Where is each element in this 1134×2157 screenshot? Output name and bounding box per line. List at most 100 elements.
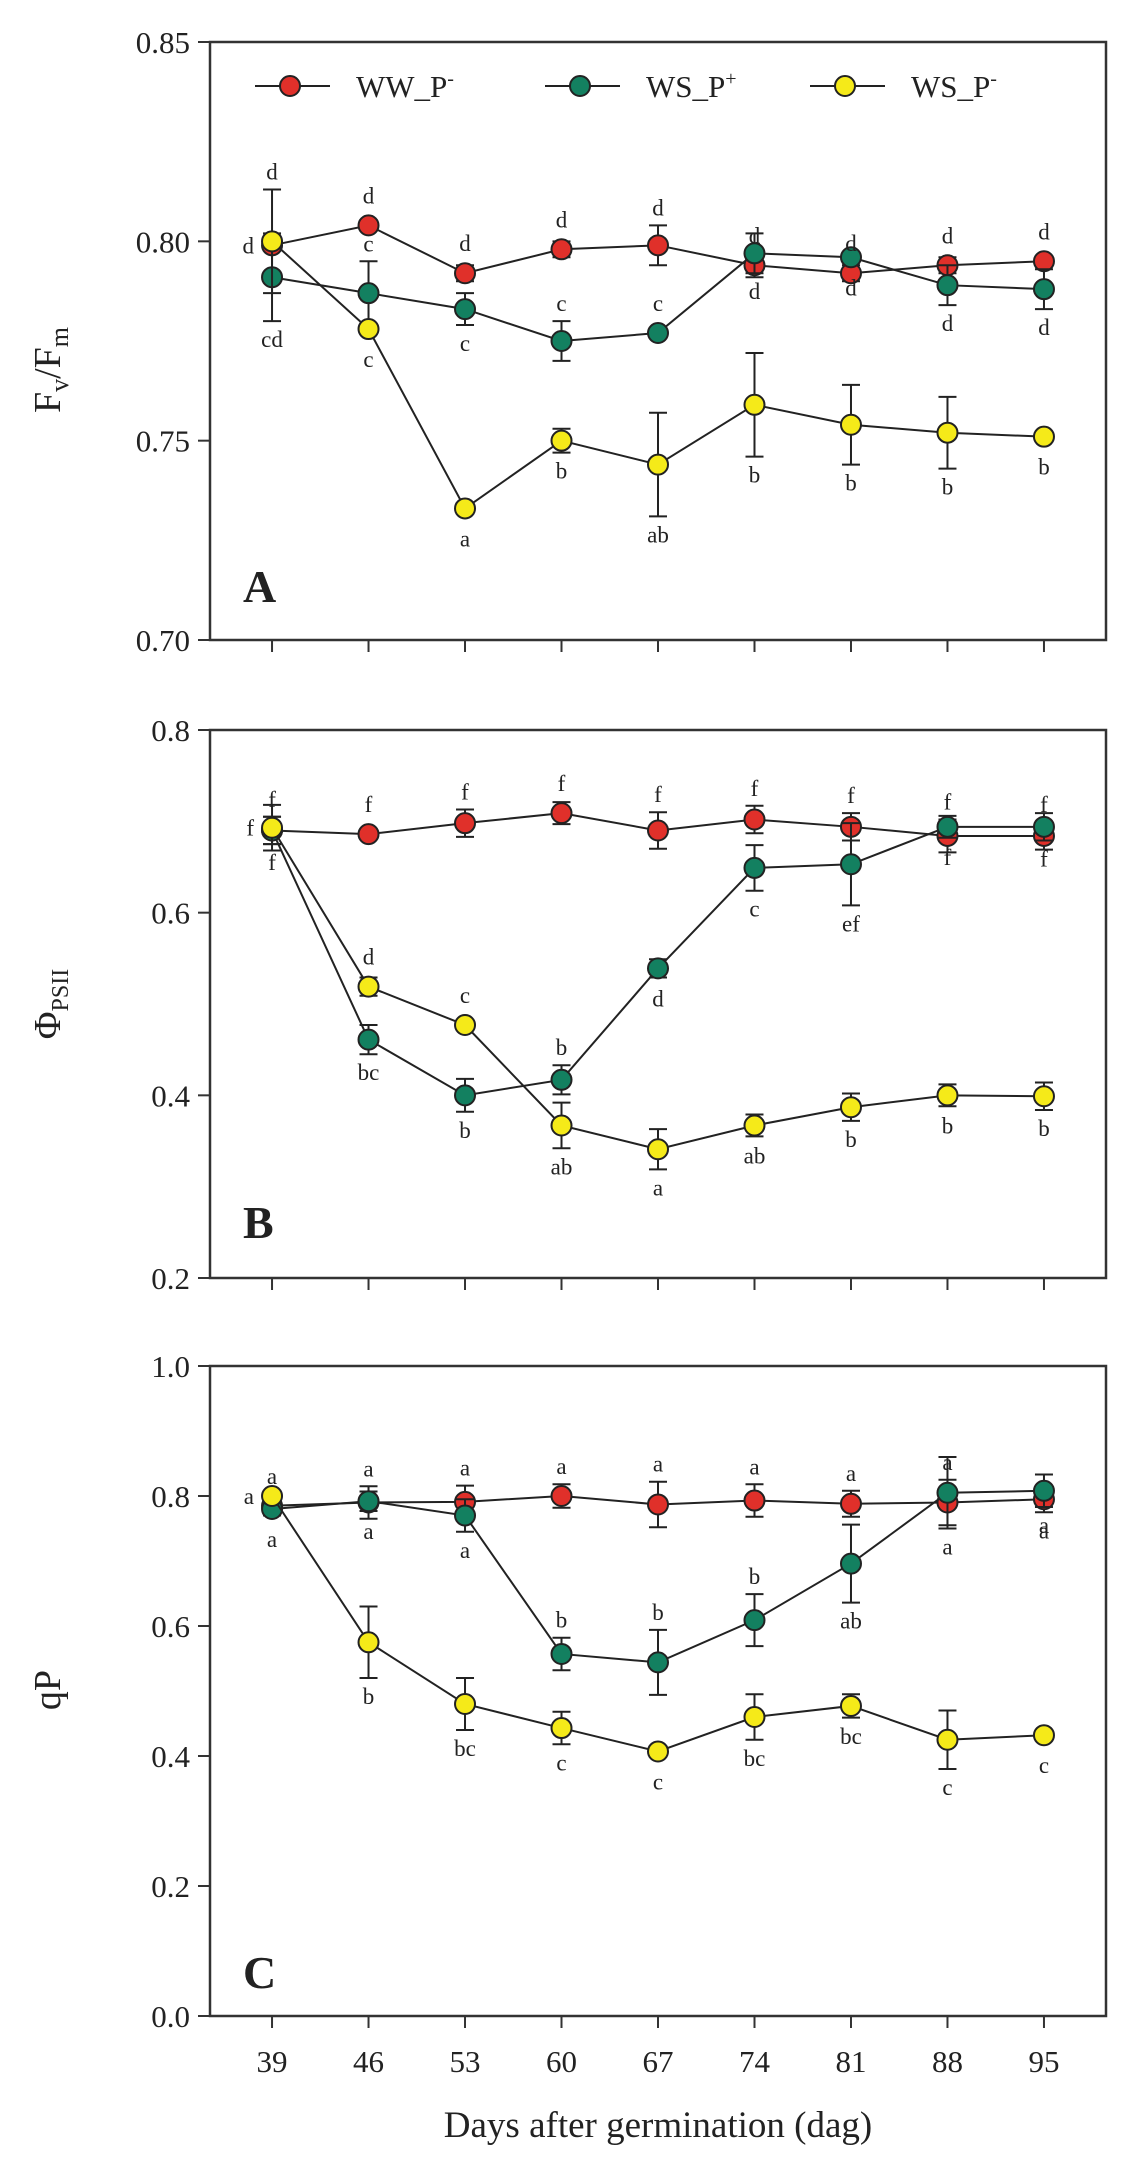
panel-a-ylabel: Fv/Fm [27, 327, 74, 413]
panel-b-point-wsp [1032, 815, 1055, 838]
panel-a-point-wsp [839, 246, 862, 269]
panel-b-point-wsp [743, 856, 766, 879]
panel-b-letter-wsm: b [845, 1127, 857, 1152]
panel-c-ytick-label: 0.0 [151, 1999, 190, 2034]
panel-a-ytick-label: 0.75 [136, 424, 190, 459]
panel-b-letter-wsm: f [246, 816, 254, 841]
panel-b-letter-ww: f [365, 792, 373, 817]
panel-c-letter-ww: a [460, 1456, 470, 1481]
panel-c-letter-wsm: bc [744, 1746, 766, 1771]
panel-a-point-wsp [1032, 278, 1055, 301]
panel-a-point-ww [550, 238, 573, 261]
panel-b-ytick-label: 0.6 [151, 896, 190, 931]
panel-c-series-wsm [261, 1485, 1055, 1770]
panel-a-letter-ww: d [652, 195, 664, 220]
panel-a-letter-ww: d [459, 231, 471, 256]
panel-c-letter-wsp: b [556, 1608, 568, 1633]
panel-c-point-wsp [743, 1609, 766, 1632]
panel-a-letter-wsm: c [363, 347, 373, 372]
panel-c-point-wsm [454, 1693, 477, 1715]
panel-c-letter-ww: a [267, 1464, 277, 1489]
panel-c-letter-wsp: ab [840, 1609, 862, 1634]
panel-a-point-ww [647, 234, 669, 257]
panel-c-point-wsp [1032, 1479, 1055, 1502]
panel-c-point-wsp [839, 1552, 862, 1575]
panel-a-letter: A [243, 561, 276, 612]
panel-c-letter-ww: a [846, 1461, 856, 1486]
panel-b-letter-ww: f [558, 771, 566, 796]
legend-label-wsm-sup: - [990, 68, 997, 90]
panel-c: 0.00.20.40.60.81.0 a a a a a a a aaa aab bbabaaab… [27, 1349, 1108, 2034]
panel-c-ytick-label: 1.0 [151, 1349, 190, 1384]
panel-a-letter-ww: d [556, 207, 568, 232]
panel-a-letter-wsm: a [460, 526, 470, 551]
panel-b-point-wsm [936, 1084, 959, 1107]
panel-c-letter-ww: a [749, 1454, 759, 1479]
panel-b-ytick-label: 0.4 [151, 1078, 190, 1113]
panel-c-letter-wsm: b [363, 1684, 375, 1709]
panel-a-letter-wsm: b [845, 471, 857, 496]
panel-b-letter-ww: f [268, 787, 276, 812]
panel-b-letter-wsp: f [268, 850, 276, 875]
panel-a-point-wsp [647, 322, 669, 345]
panel-b-letter: B [243, 1197, 274, 1248]
panel-b-letter-wsp: b [556, 1035, 568, 1060]
legend-marker-wsm [834, 75, 856, 97]
panel-a-letter-wsm: ab [647, 522, 669, 547]
panel-b-letter-ww: f [751, 776, 759, 801]
panel-a-series-ww [261, 214, 1055, 285]
panel-a-letter-ww: d [942, 223, 954, 248]
panel-b-series-wsp [261, 812, 1055, 1113]
legend-item-wsp: WS_P+ [545, 68, 737, 104]
legend-item-ww: WW_P- [255, 68, 454, 104]
legend-marker-ww [279, 75, 301, 97]
panel-c-point-wsp [936, 1481, 959, 1504]
panel-a-point-wsp [357, 282, 380, 305]
panel-c-point-ww [550, 1485, 573, 1507]
panel-a-point-wsm [357, 318, 380, 341]
panel-b-point-wsm [550, 1114, 573, 1137]
panel-c-point-ww [743, 1489, 766, 1512]
panel-b-point-ww [647, 819, 669, 842]
panel-c-letter-wsp: b [652, 1600, 664, 1625]
panel-b-point-wsp [839, 853, 862, 876]
panel-c-point-wsm [1032, 1724, 1055, 1747]
panel-a-point-wsp [454, 298, 477, 321]
panel-c-point-wsm [936, 1728, 959, 1751]
x-tick-label: 53 [450, 2044, 481, 2079]
panel-b-letter-ww: f [944, 790, 952, 815]
panel-b-letter-wsp: f [944, 845, 952, 870]
panel-a-point-wsm [647, 453, 669, 476]
panel-c-series-wsp [261, 1456, 1055, 1696]
panel-b-letter-wsp: bc [358, 1060, 380, 1085]
panel-a-ylabel-f1: F [27, 392, 69, 413]
panel-c-letter-ww: a [942, 1450, 952, 1475]
legend-marker-wsp [569, 75, 591, 97]
panel-c-point-wsp [454, 1504, 477, 1527]
panel-b-letter-wsp: c [749, 897, 759, 922]
panel-b-letter-wsp: f [1040, 847, 1048, 872]
panel-b-letter-wsm: ab [551, 1154, 573, 1179]
panel-b-point-wsp [647, 957, 669, 980]
panel-a-point-wsm [261, 230, 284, 253]
legend-label-ww: WW_P- [356, 68, 454, 104]
panel-c-letter-ww: a [556, 1454, 566, 1479]
panel-b-letter-ww: f [654, 782, 662, 807]
panel-b-ytick-label: 0.2 [151, 1261, 190, 1296]
panel-c-letter-wsm: c [1039, 1753, 1049, 1778]
panel-c-point-wsp [550, 1642, 573, 1665]
x-tick-label: 81 [835, 2044, 866, 2079]
panel-a-ytick-label: 0.85 [136, 25, 190, 60]
panel-a-point-ww [357, 214, 380, 237]
panel-a-ylabel-slash: /F [27, 347, 69, 379]
legend-label-ww-sup: - [447, 68, 454, 90]
panel-c-point-wsm [647, 1740, 669, 1763]
panel-a-letter-wsm: b [1038, 455, 1050, 480]
legend-item-wsm: WS_P- [810, 68, 997, 104]
panel-c-letter-wsp: a [267, 1527, 277, 1552]
panel-c-point-wsm [743, 1706, 766, 1728]
panel-a-letter-wsp: d [942, 311, 954, 336]
panel-c-letter: C [243, 1947, 276, 1998]
